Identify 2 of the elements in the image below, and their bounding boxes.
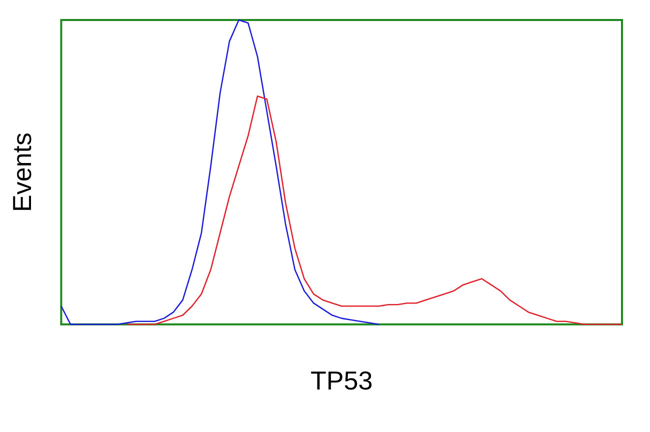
x-axis-title: TP53 (310, 366, 373, 396)
y-axis-title: Events (6, 132, 37, 212)
